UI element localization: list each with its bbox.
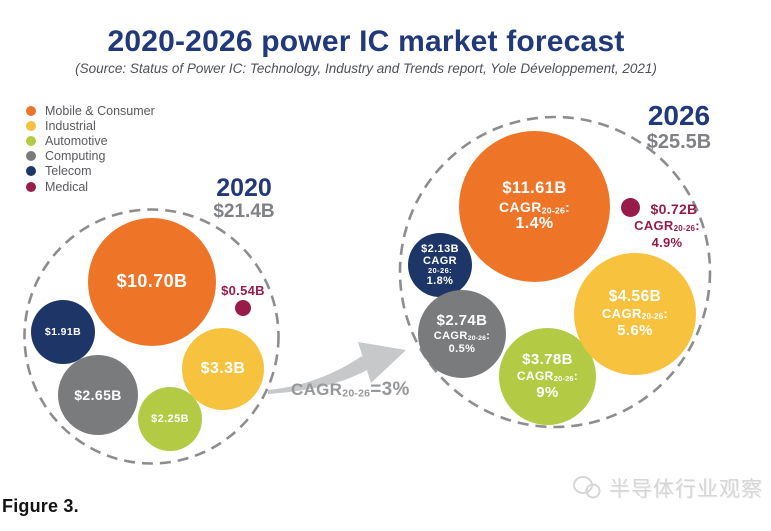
bubble-industrial-2026: $4.56B CAGR20-26: 5.6% [574, 253, 696, 375]
overall-cagr-label: CAGR20-26=3% [291, 379, 451, 401]
legend-label: Mobile & Consumer [45, 103, 155, 118]
bubble-telecom-2026: $2.13B CAGR 20-26: 1.8% [408, 233, 472, 297]
legend-dot-mobile-icon [26, 105, 36, 116]
legend-item-mobile-consumer: Mobile & Consumer [26, 103, 155, 118]
bubble-automotive-2020: $2.25B [138, 387, 202, 451]
cagr-subscript: 20-26 [342, 387, 371, 400]
legend-item-industrial: Industrial [26, 118, 155, 133]
legend-item-telecom: Telecom [26, 164, 155, 179]
cagr-colon: : [449, 265, 453, 275]
group-boundary-2020 [23, 208, 280, 465]
cagr-text: CAGR [291, 380, 343, 399]
legend-dot-automotive-icon [26, 135, 36, 146]
cagr-text: CAGR [498, 198, 542, 215]
growth-arrow-icon [268, 342, 406, 394]
cagr-colon: : [486, 329, 491, 342]
bubble-medical-2026 [621, 198, 640, 217]
bubble-cagr-label: CAGR20-26: [499, 199, 570, 216]
cagr-subscript-line: 20-26: [423, 265, 457, 275]
group-heading-2020: 2020 $21.4B [198, 175, 290, 223]
legend-label: Automotive [45, 133, 108, 148]
cagr-subscript: 20-26 [541, 204, 565, 215]
bubble-automotive-2026: $3.78B CAGR20-26: 9% [499, 328, 596, 425]
bubble-value-label: $10.70B [116, 271, 188, 292]
legend-dot-telecom-icon [26, 166, 36, 177]
legend: Mobile & Consumer Industrial Automotive … [26, 103, 155, 194]
cagr-text: CAGR [634, 218, 674, 234]
cagr-colon: : [573, 369, 579, 384]
bubble-cagr-value: 1.4% [515, 215, 554, 233]
cagr-rate-text: =3% [370, 379, 410, 400]
cagr-text: CAGR [601, 306, 642, 322]
bubble-value-label: $1.91B [44, 325, 82, 338]
bubble-value-label: $2.74B [436, 312, 488, 330]
bubble-cagr-label: CAGR 20-26: [423, 255, 457, 275]
cagr-text: CAGR [516, 369, 554, 384]
watermark: 半导体行业观察 [572, 473, 763, 503]
bubble-cagr-value: 5.6% [617, 322, 653, 340]
cagr-text: CAGR [423, 254, 457, 267]
bubble-value-label: $2.13B [421, 242, 459, 255]
bubble-cagr-label: CAGR20-26: [628, 218, 706, 235]
figure-caption: Figure 3. [2, 496, 79, 516]
bubble-value-label: $3.78B [522, 351, 573, 369]
cagr-colon: : [695, 218, 700, 234]
medical-labels-2026: $0.72B CAGR20-26: 4.9% [628, 200, 706, 252]
bubble-value-label: $0.72B [650, 201, 698, 217]
bubble-computing-2020: $2.65B [58, 355, 138, 435]
legend-dot-computing-icon [26, 151, 36, 162]
chart-title: 2020-2026 power IC market forecast [107, 25, 625, 58]
cagr-colon: : [564, 198, 571, 215]
cagr-colon: : [663, 306, 669, 322]
year-2026-label: 2026 [647, 100, 711, 131]
bubble-cagr-label: CAGR20-26: [602, 306, 668, 322]
cagr-text: CAGR [433, 329, 468, 342]
legend-item-computing: Computing [26, 149, 155, 164]
year-2020-label: 2020 [216, 174, 272, 202]
cagr-subscript: 20-26 [553, 374, 574, 384]
legend-dot-industrial-icon [26, 120, 36, 131]
legend-dot-medical-icon [26, 181, 36, 192]
legend-label: Computing [45, 149, 106, 164]
bubble-value-label: $4.56B [608, 288, 662, 306]
legend-label: Telecom [45, 164, 92, 179]
legend-item-automotive: Automotive [26, 133, 155, 148]
total-2026-label: $25.5B [646, 131, 712, 153]
cagr-subscript: 20-26 [641, 312, 664, 322]
total-2020-label: $21.4B [213, 201, 275, 222]
cagr-subscript: 20-26 [467, 334, 487, 342]
bubble-value-label: $2.65B [74, 386, 122, 403]
cagr-subscript: 20-26 [427, 265, 450, 275]
bubble-cagr-label: CAGR20-26: [517, 369, 578, 384]
bubble-industrial-2020: $3.3B [182, 328, 264, 410]
bubble-value-label: $3.3B [200, 359, 246, 377]
watermark-text: 半导体行业观察 [609, 478, 763, 501]
bubble-value-label: $2.25B [151, 412, 189, 425]
medical-value-2020-label: $0.54B [221, 283, 265, 298]
legend-label: Medical [45, 179, 89, 194]
bubble-cagr-label: CAGR20-26: [434, 330, 491, 343]
legend-item-medical: Medical [26, 179, 155, 194]
bubble-medical-2020 [235, 300, 251, 316]
bubble-value-label: $11.61B [502, 179, 567, 198]
bubble-mobile-consumer-2026: $11.61B CAGR20-26: 1.4% [459, 131, 610, 282]
bubble-telecom-2020: $1.91B [31, 300, 95, 364]
bubble-mobile-consumer-2020: $10.70B [88, 218, 216, 346]
chart-source-line: (Source: Status of Power IC: Technology,… [75, 61, 657, 76]
bubble-cagr-value: 4.9% [651, 235, 683, 251]
cagr-subscript: 20-26 [673, 224, 696, 234]
bubble-computing-2026: $2.74B CAGR20-26: 0.5% [418, 290, 506, 378]
bubble-cagr-value: 9% [536, 383, 559, 401]
bubble-cagr-value: 1.8% [426, 275, 454, 288]
legend-label: Industrial [45, 118, 96, 133]
watermark-logo-icon [573, 476, 601, 499]
group-heading-2026: 2026 $25.5B [630, 101, 728, 154]
group-boundary-2026 [398, 115, 712, 429]
bubble-cagr-value: 0.5% [448, 342, 476, 355]
